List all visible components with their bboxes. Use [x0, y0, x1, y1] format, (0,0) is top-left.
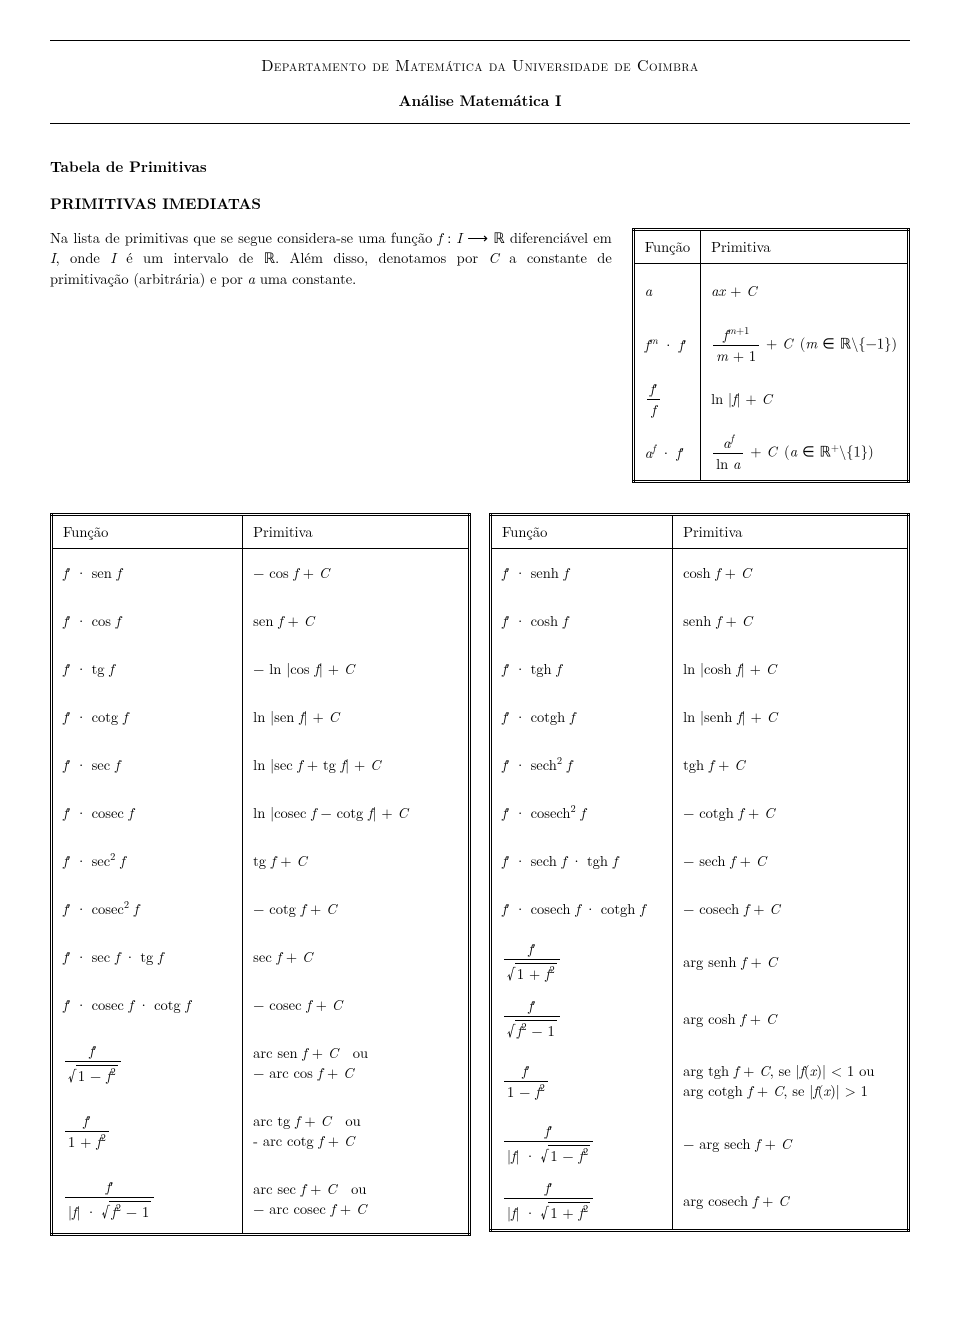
- table-row: f′1 + f2 arc tg f + C ou- arc cotg f + C: [52, 1097, 470, 1165]
- course-name: Análise Matemática I: [50, 90, 910, 111]
- table-row: f′ · sec2 ftg f + C: [52, 837, 470, 885]
- table-row: f′ · cotg fln |sen f| + C: [52, 693, 470, 741]
- table-row: f′|f| · 1 + f2 arg cosech f + C: [491, 1172, 909, 1231]
- table-row: f′f ln |f| + C: [633, 372, 908, 426]
- department-name: Departamento de Matemática da Universida…: [50, 53, 910, 76]
- intro-text: Na lista de primitivas que se segue cons…: [50, 228, 612, 289]
- table-row: f′ · sech f · tgh f− sech f + C: [491, 837, 909, 885]
- table-row: af · f′ afln a + C (a ∈ ℝ+\{1}): [633, 426, 908, 482]
- table-row: f′ · cosech2 f− cotgh f + C: [491, 789, 909, 837]
- col-header-func: Função: [52, 515, 243, 549]
- col-header-prim: Primitiva: [243, 515, 470, 549]
- table-row: f′ · sech2 ftgh f + C: [491, 741, 909, 789]
- table-row: f′ · cotgh fln |senh f| + C: [491, 693, 909, 741]
- table-row: f′ · cosec2 f− cotg f + C: [52, 885, 470, 933]
- table-row: f′1 + f2 arg senh f + C: [491, 933, 909, 990]
- table-row: f′1 − f2 arg tgh f + C, se |f(x)| < 1 ou…: [491, 1047, 909, 1115]
- table-row: f′1 − f2 arc sen f + C ou− arc cos f + C: [52, 1029, 470, 1097]
- table-row: f′ · tgh fln |cosh f| + C: [491, 645, 909, 693]
- col-header-prim: Primitiva: [673, 515, 909, 549]
- table-row: f′ · cosec fln |cosec f − cotg f| + C: [52, 789, 470, 837]
- table-row: f′ · cosh fsenh f + C: [491, 597, 909, 645]
- primitives-table-hyperbolic: Função Primitiva f′ · senh fcosh f + C f…: [489, 513, 910, 1232]
- col-header-prim: Primitiva: [701, 230, 909, 264]
- table-row: f′ · sec f · tg fsec f + C: [52, 933, 470, 981]
- page-header: Departamento de Matemática da Universida…: [50, 40, 910, 124]
- table-row: f′ · cos fsen f + C: [52, 597, 470, 645]
- table-row: f′|f| · 1 − f2 − arg sech f + C: [491, 1115, 909, 1172]
- section-title: Tabela de Primitivas: [50, 156, 910, 177]
- table-row: f′ · tg f− ln |cos f| + C: [52, 645, 470, 693]
- table-row: f′ · sec fln |sec f + tg f| + C: [52, 741, 470, 789]
- table-row: fm · f′ fm+1m + 1 + C (m ∈ ℝ\{−1}): [633, 318, 908, 372]
- table-row: f′ · cosec f · cotg f− cosec f + C: [52, 981, 470, 1029]
- primitives-table-trig: Função Primitiva f′ · sen f− cos f + C f…: [50, 513, 471, 1236]
- col-header-func: Função: [633, 230, 700, 264]
- table-row: f′ · senh fcosh f + C: [491, 549, 909, 598]
- table-row: f′ · sen f− cos f + C: [52, 549, 470, 598]
- table-row: f′|f| · f2 − 1 arc sec f + C ou− arc cos…: [52, 1165, 470, 1235]
- col-header-func: Função: [491, 515, 673, 549]
- table-row: f′f2 − 1 arg cosh f + C: [491, 990, 909, 1047]
- table-row: a ax + C: [633, 264, 908, 319]
- subsection-title: PRIMITIVAS IMEDIATAS: [50, 193, 910, 214]
- table-row: f′ · cosech f · cotgh f− cosech f + C: [491, 885, 909, 933]
- primitives-table-basic: Função Primitiva a ax + C fm · f′ fm+1m …: [632, 228, 910, 483]
